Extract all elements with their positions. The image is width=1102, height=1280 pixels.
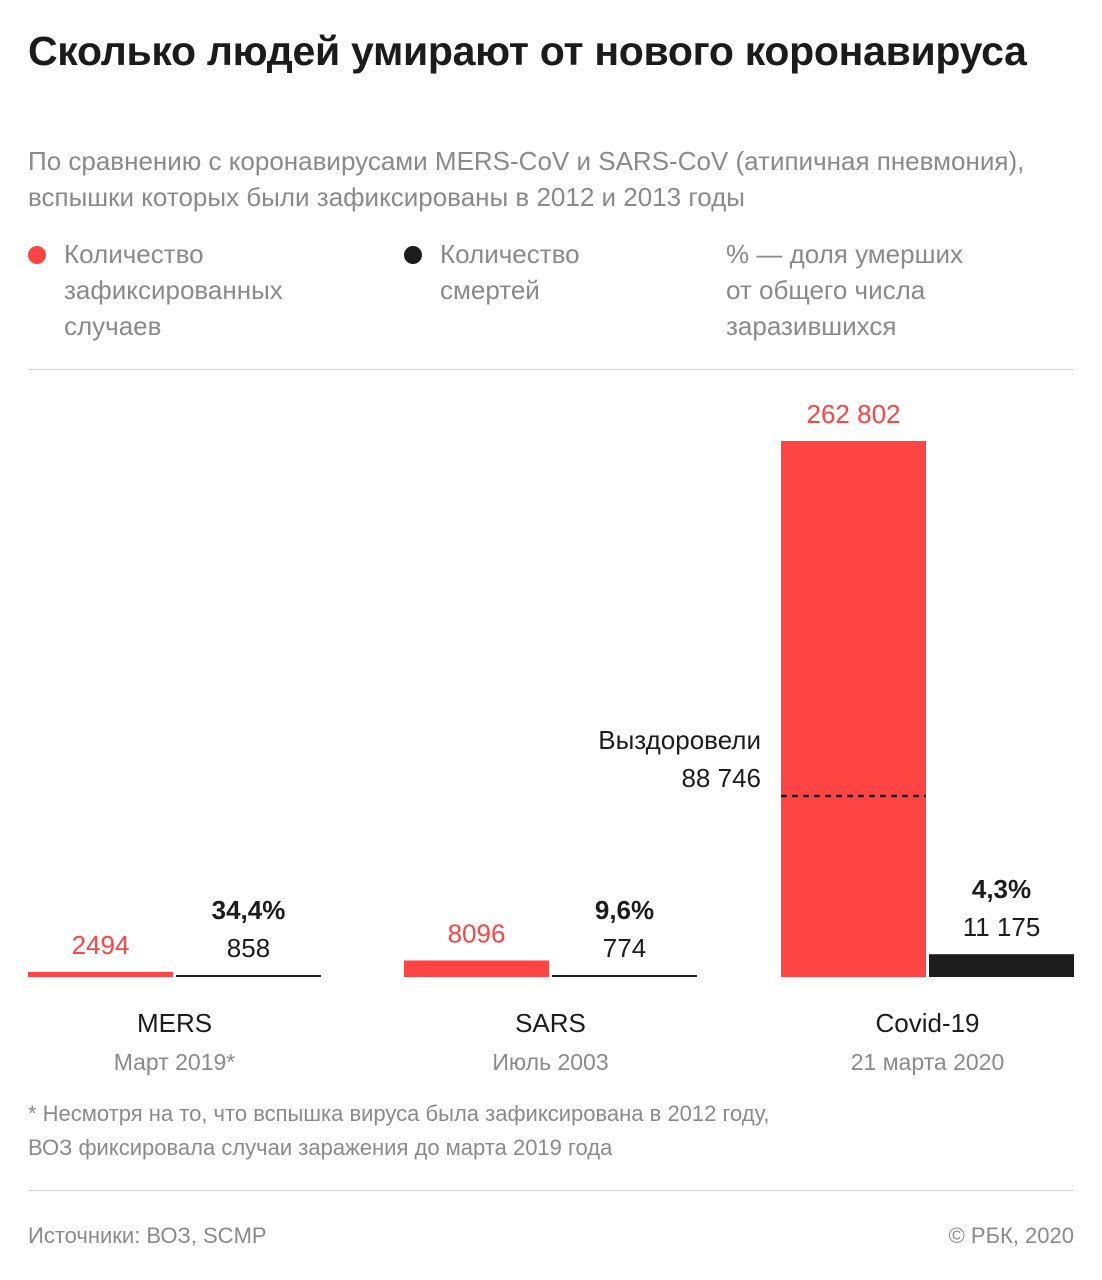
legend-cases-label: Количество зафиксированных случаев	[64, 239, 283, 341]
death-rate-label-sars: 9,6%	[595, 895, 654, 925]
bar-chart: 2494 858 34,4% MERS Март 2019* 8096 774 9,6% SAR…	[28, 399, 1074, 1075]
footnote: * Несмотря на то, что вспышка вируса был…	[28, 1101, 770, 1160]
copyright: © РБК, 2020	[948, 1223, 1074, 1248]
category-label-mers: MERS	[137, 1008, 212, 1038]
legend-percent-note-text: % — доля умерших от общего числа заразив…	[726, 239, 963, 341]
top-divider	[28, 369, 1074, 370]
recovered-annotation-label: Выздоровели	[598, 725, 761, 755]
bar-deaths-mers	[176, 975, 321, 977]
value-label-deaths-covid-19: 11 175	[963, 912, 1041, 942]
bar-cases-sars	[404, 960, 549, 977]
death-rate-label-covid-19: 4,3%	[972, 874, 1031, 904]
chart-title: Сколько людей умирают от нового коронави…	[28, 28, 1027, 74]
value-label-cases-sars: 8096	[448, 918, 506, 948]
legend-deaths-dot	[404, 246, 422, 264]
value-label-deaths-sars: 774	[603, 933, 646, 963]
bottom-divider	[28, 1190, 1074, 1191]
category-label-covid-19: Covid-19	[875, 1008, 979, 1038]
legend-cases-dot	[28, 246, 46, 264]
bar-deaths-covid-19	[929, 954, 1074, 977]
bar-deaths-sars	[552, 975, 697, 977]
category-date-sars: Июль 2003	[492, 1049, 608, 1075]
death-rate-label-mers: 34,4%	[212, 895, 286, 925]
category-date-mers: Март 2019*	[114, 1049, 236, 1075]
legend-deaths-label: Количество смертей	[440, 239, 580, 305]
category-date-covid-19: 21 марта 2020	[851, 1049, 1005, 1075]
value-label-cases-mers: 2494	[72, 930, 130, 960]
source: Источники: ВОЗ, SCMP	[28, 1223, 267, 1248]
bar-cases-covid-19	[781, 441, 926, 977]
value-label-deaths-mers: 858	[227, 933, 270, 963]
value-label-cases-covid-19: 262 802	[807, 399, 901, 429]
recovered-annotation-value: 88 746	[681, 763, 761, 793]
category-label-sars: SARS	[515, 1008, 586, 1038]
chart-subtitle: По сравнению с коронавирусами MERS-CoV и…	[28, 146, 1025, 212]
bar-cases-mers	[28, 971, 173, 977]
